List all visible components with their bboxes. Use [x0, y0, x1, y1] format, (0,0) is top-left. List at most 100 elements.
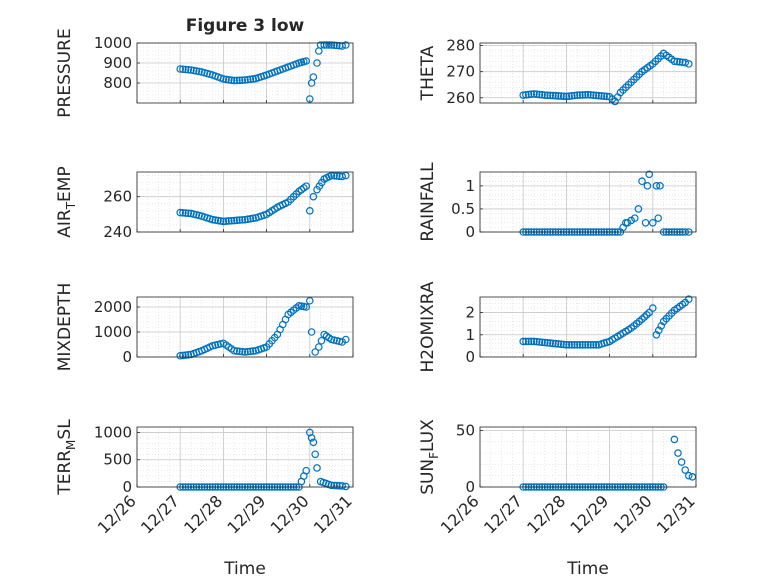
data-point [330, 41, 338, 50]
y-axis-label: MIXDEPTH [55, 283, 75, 372]
data-point [640, 313, 649, 321]
y-tick-label: 1 [465, 177, 475, 195]
y-tick-label: 900 [103, 54, 132, 72]
y-tick-label: 2000 [94, 298, 132, 316]
y-axis-label-main: THETA [418, 45, 438, 101]
y-tick-label: 1 [465, 326, 475, 344]
data-point [305, 296, 314, 305]
data-point [332, 172, 341, 180]
data-point [233, 347, 241, 355]
data-point [673, 57, 681, 66]
data-point [181, 209, 190, 217]
axes-box [479, 42, 697, 104]
data-point [532, 337, 541, 346]
data-point [179, 209, 187, 217]
y-tick-label: 50 [456, 421, 475, 439]
data-point [600, 92, 609, 101]
data-point [597, 92, 606, 100]
data-point [189, 66, 198, 75]
y-tick-label: 500 [103, 451, 132, 469]
data-point [222, 75, 230, 84]
data-point [554, 340, 563, 348]
y-tick-label: 0 [122, 348, 132, 366]
data-point [648, 304, 657, 312]
axes-box [479, 296, 697, 358]
data-point [549, 339, 557, 348]
data-point [654, 214, 663, 222]
data-point [317, 336, 326, 345]
x-tick-label: 12/26 [437, 491, 483, 537]
data-point [341, 41, 350, 49]
data-point [642, 310, 651, 319]
data-point [309, 438, 318, 447]
data-point [535, 338, 544, 346]
data-point [313, 464, 321, 472]
data-point [219, 75, 228, 83]
x-tick-label: 12/30 [610, 491, 656, 537]
data-point [176, 65, 185, 73]
data-point [522, 91, 530, 99]
data-point [195, 67, 203, 76]
y-tick-label: 2 [465, 304, 475, 322]
data-point [302, 182, 311, 190]
y-tick-label: 1000 [94, 34, 132, 52]
data-point [630, 214, 639, 222]
data-point [230, 346, 239, 355]
data-point [562, 92, 571, 101]
x-tick-label: 12/31 [653, 491, 699, 537]
data-point [241, 215, 249, 224]
data-point [305, 207, 314, 215]
data-point [557, 92, 565, 100]
data-point [584, 90, 592, 99]
data-point [184, 351, 193, 359]
y-tick-label: 1000 [94, 423, 132, 441]
data-point [576, 340, 584, 349]
data-point [641, 218, 650, 227]
data-point [543, 91, 552, 100]
subplot-4: 0 0.5 1 RAINFALL [418, 162, 697, 242]
data-point [589, 340, 598, 349]
data-point [249, 347, 257, 355]
x-tick-label: 12/27 [480, 491, 526, 537]
y-axis-label-rest: EMP [55, 166, 75, 202]
data-point [551, 91, 560, 100]
data-point [549, 91, 557, 100]
data-point [307, 434, 316, 442]
data-point [222, 217, 230, 225]
data-point [179, 351, 187, 360]
data-point [643, 182, 652, 190]
x-tick-label: 12/26 [94, 491, 140, 537]
data-point [567, 340, 576, 349]
y-tick-label: 0 [465, 478, 475, 496]
y-axis-label-main: H2OMIXRA [418, 281, 438, 372]
data-point [522, 337, 530, 346]
data-point [187, 66, 195, 74]
y-axis-label-main: RAINFALL [418, 162, 438, 242]
data-point [540, 338, 549, 347]
data-point [241, 348, 249, 356]
data-point [675, 58, 684, 66]
x-tick-label: 12/31 [310, 491, 356, 537]
axes-box [136, 42, 354, 104]
data-point [570, 340, 579, 349]
axes-box [136, 296, 354, 358]
data-point [309, 192, 318, 201]
y-tick-label: 280 [446, 37, 475, 55]
data-point [235, 347, 244, 356]
y-axis-label: THETA [418, 45, 438, 101]
y-axis-label-rest: SL [55, 419, 75, 440]
data-point [567, 92, 576, 100]
data-point [634, 205, 643, 213]
data-point [311, 450, 320, 459]
data-point [594, 91, 603, 100]
data-point [584, 340, 592, 349]
x-tick-label: 12/29 [223, 491, 269, 537]
data-point [305, 95, 314, 103]
data-point [181, 65, 190, 74]
y-tick-label: 0 [465, 348, 475, 366]
data-point [311, 348, 320, 356]
y-axis-label-main: MIXDEPTH [55, 283, 75, 372]
data-point [538, 338, 546, 347]
data-point [211, 216, 220, 224]
